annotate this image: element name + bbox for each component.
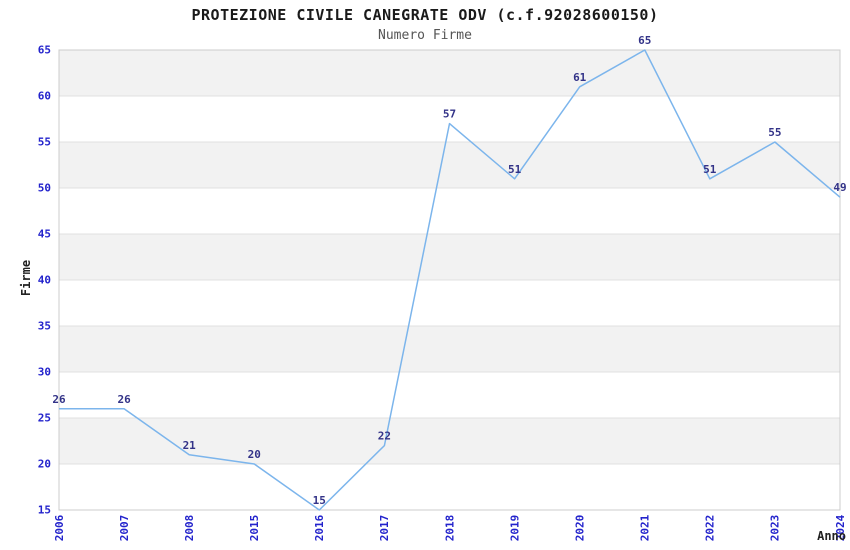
x-axis-title: Anno — [817, 529, 846, 543]
plot-band — [59, 234, 840, 280]
series-line — [59, 49, 841, 511]
data-label: 20 — [248, 448, 261, 461]
chart-subtitle: Numero Firme — [378, 28, 472, 43]
y-tick-label: 40 — [38, 274, 51, 287]
plot-band — [59, 50, 840, 96]
data-label: 61 — [573, 71, 587, 84]
x-tick-label: 2021 — [639, 514, 652, 541]
x-tick-label: 2018 — [443, 515, 456, 542]
data-label: 57 — [443, 108, 456, 121]
plot-band — [59, 142, 840, 188]
x-tick-label: 2007 — [118, 515, 131, 542]
y-tick-label: 45 — [38, 228, 51, 241]
y-tick-label: 50 — [38, 182, 51, 195]
x-tick-label: 2022 — [704, 515, 717, 542]
y-tick-label: 30 — [38, 366, 51, 379]
y-tick-label: 25 — [38, 412, 51, 425]
plot-band — [59, 326, 840, 372]
plot-band — [59, 418, 840, 464]
chart-title: PROTEZIONE CIVILE CANEGRATE ODV (c.f.920… — [191, 6, 659, 24]
x-tick-label: 2008 — [183, 515, 196, 542]
data-label: 26 — [52, 393, 66, 406]
data-label: 49 — [833, 181, 846, 194]
x-tick-label: 2019 — [508, 515, 521, 542]
y-tick-label: 15 — [38, 504, 51, 517]
data-label: 22 — [378, 430, 391, 443]
data-label: 51 — [703, 163, 717, 176]
y-tick-label: 35 — [38, 320, 51, 333]
data-label: 15 — [313, 494, 326, 507]
plot-border — [58, 49, 841, 511]
x-tick-label: 2023 — [769, 515, 782, 542]
x-tick-label: 2017 — [378, 515, 391, 542]
x-tick-label: 2015 — [248, 515, 261, 542]
x-tick-label: 2024 — [834, 514, 847, 541]
x-tick-label: 2016 — [313, 514, 326, 541]
y-axis-title: Firme — [19, 259, 33, 297]
y-tick-label: 60 — [38, 90, 51, 103]
x-tick-label: 2006 — [53, 514, 66, 541]
y-tick-label: 20 — [38, 458, 51, 471]
y-tick-label: 65 — [38, 44, 51, 57]
x-tick-label: 2020 — [574, 515, 587, 542]
data-label: 51 — [508, 163, 522, 176]
data-label: 55 — [768, 126, 781, 139]
data-label: 26 — [117, 393, 131, 406]
y-tick-label: 55 — [38, 136, 51, 149]
data-label: 21 — [183, 439, 197, 452]
data-label: 65 — [638, 34, 651, 47]
